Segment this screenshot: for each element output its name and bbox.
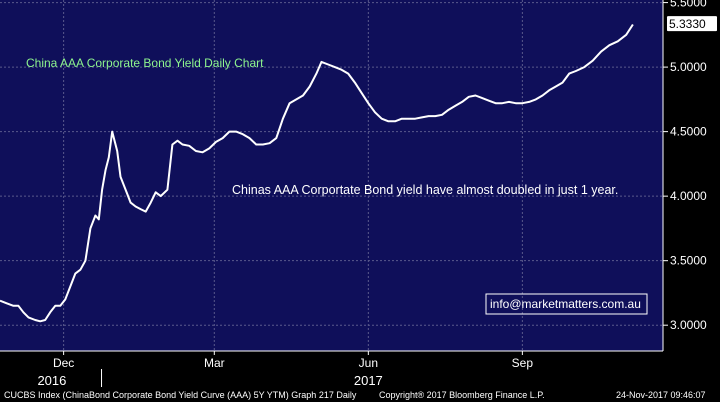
contact-box: [485, 293, 648, 315]
last-value-box: [667, 16, 717, 32]
footer-copyright: Copyright® 2017 Bloomberg Finance L.P.: [379, 390, 545, 400]
x-tick-label: Jun: [359, 356, 378, 370]
footer-timestamp: 24-Nov-2017 09:46:07: [616, 390, 706, 400]
chart-annotation: Chinas AAA Corportate Bond yield have al…: [232, 183, 618, 197]
year-label: 2016: [37, 373, 66, 388]
x-axis-ticks: Dec Mar Jun Sep: [53, 351, 533, 370]
year-label: 2017: [354, 373, 383, 388]
y-tick-label: 4.5000: [670, 125, 707, 139]
last-value-label: 5.3330: [669, 17, 706, 31]
plot-area: [0, 0, 663, 351]
x-tick-label: Sep: [512, 356, 534, 370]
year-labels: 2016 2017: [37, 373, 382, 388]
y-axis-ticks: 5.5000 5.0000 4.5000 4.0000 3.5000 3.0000: [663, 0, 707, 332]
series-line: [0, 23, 634, 323]
y-tick-label: 3.0000: [670, 318, 707, 332]
contact-email[interactable]: info@marketmatters.com.au: [490, 297, 641, 311]
x-tick-label: Dec: [53, 356, 74, 370]
y-tick-label: 4.0000: [670, 189, 707, 203]
y-tick-label: 5.5000: [670, 0, 707, 10]
x-tick-label: Mar: [204, 356, 225, 370]
footer-source: CUCBS Index (ChinaBond Corporate Bond Yi…: [4, 390, 357, 400]
grid-lines: [0, 0, 663, 351]
chart-title: China AAA Corporate Bond Yield Daily Cha…: [26, 56, 264, 70]
y-tick-label: 3.5000: [670, 254, 707, 268]
last-value-marker: 5.3330: [667, 16, 717, 32]
y-tick-label: 5.0000: [670, 60, 707, 74]
